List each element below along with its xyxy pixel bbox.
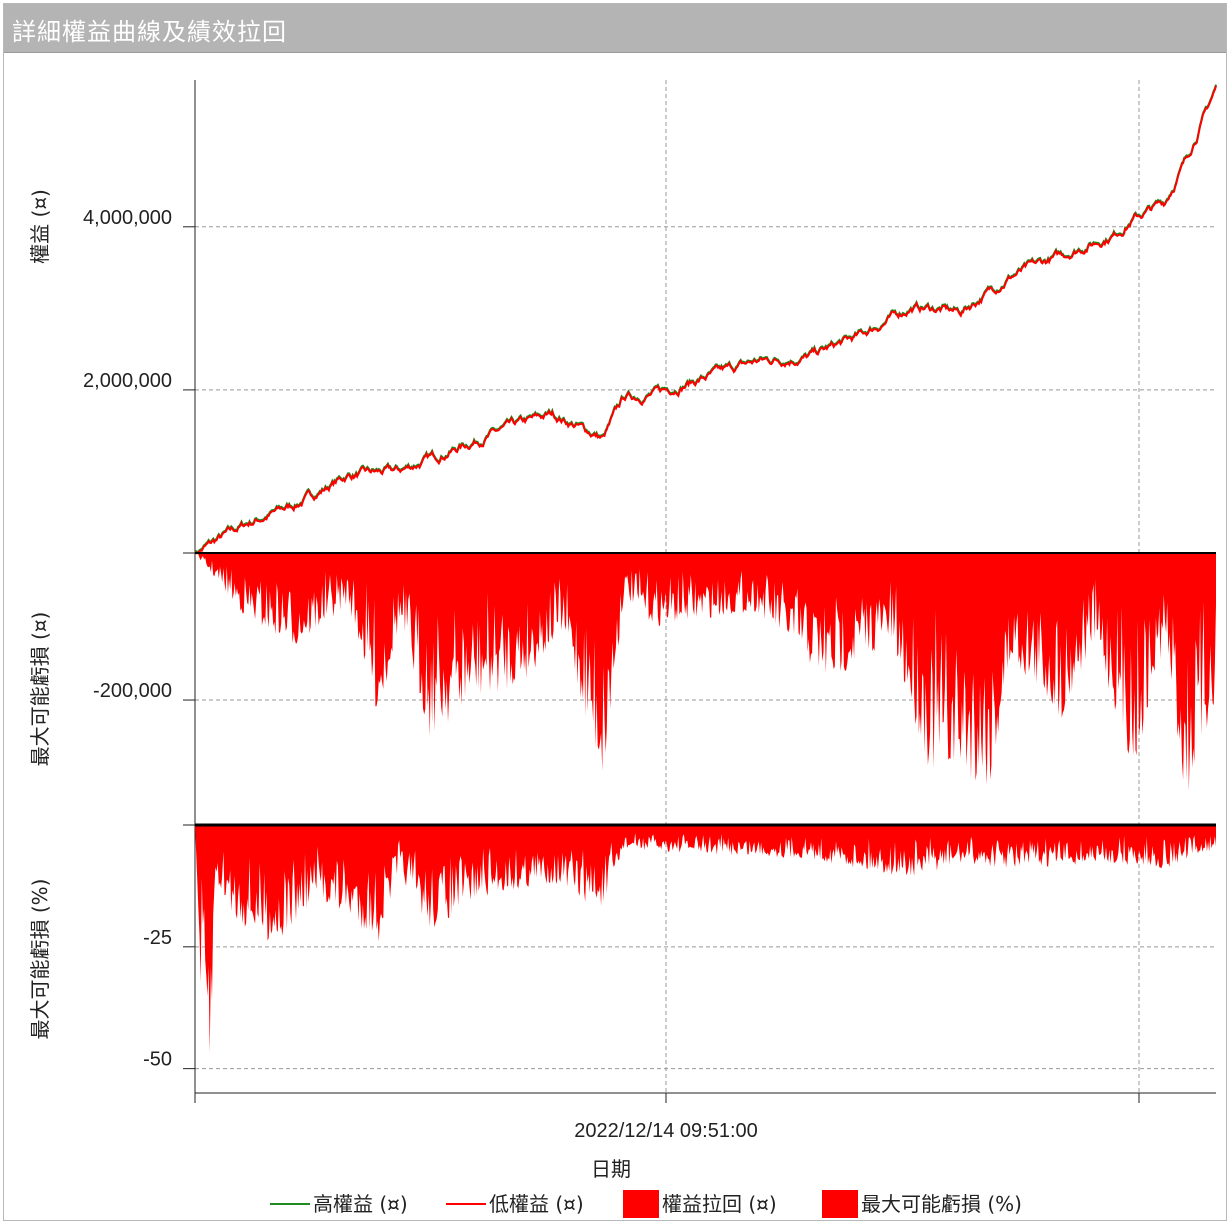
legend-label: 權益拉回 (¤): [662, 1192, 777, 1216]
x-axis-title: 日期: [591, 1157, 631, 1181]
y-tick-label: -50: [143, 1049, 172, 1071]
series-drawdown-area: [195, 553, 1216, 792]
y-axis-title: 最大可能虧損 (¤): [28, 612, 52, 767]
legend-label: 高權益 (¤): [313, 1192, 408, 1216]
x-tick-label: 2022/12/14 09:51:00: [574, 1120, 758, 1142]
y-axis-title: 最大可能虧損 (%): [28, 879, 52, 1040]
series-drawdown_pct-area: [195, 825, 1216, 1053]
title-bar: 詳細權益曲線及績效拉回: [4, 4, 1226, 53]
window-title: 詳細權益曲線及績效拉回: [12, 18, 287, 46]
legend-swatch-box: [623, 1190, 659, 1218]
legend-swatch-box: [822, 1190, 858, 1218]
series-high-equity-line: [194, 84, 1217, 553]
legend-label: 低權益 (¤): [489, 1192, 584, 1216]
y-tick-label: -200,000: [93, 680, 172, 702]
y-tick-label: 2,000,000: [83, 370, 172, 392]
y-tick-label: -25: [143, 927, 172, 949]
y-tick-label: 4,000,000: [83, 207, 172, 229]
y-axis-title: 權益 (¤): [28, 189, 52, 264]
series-low-equity-line: [194, 85, 1217, 554]
legend-label: 最大可能虧損 (%): [861, 1192, 1022, 1216]
